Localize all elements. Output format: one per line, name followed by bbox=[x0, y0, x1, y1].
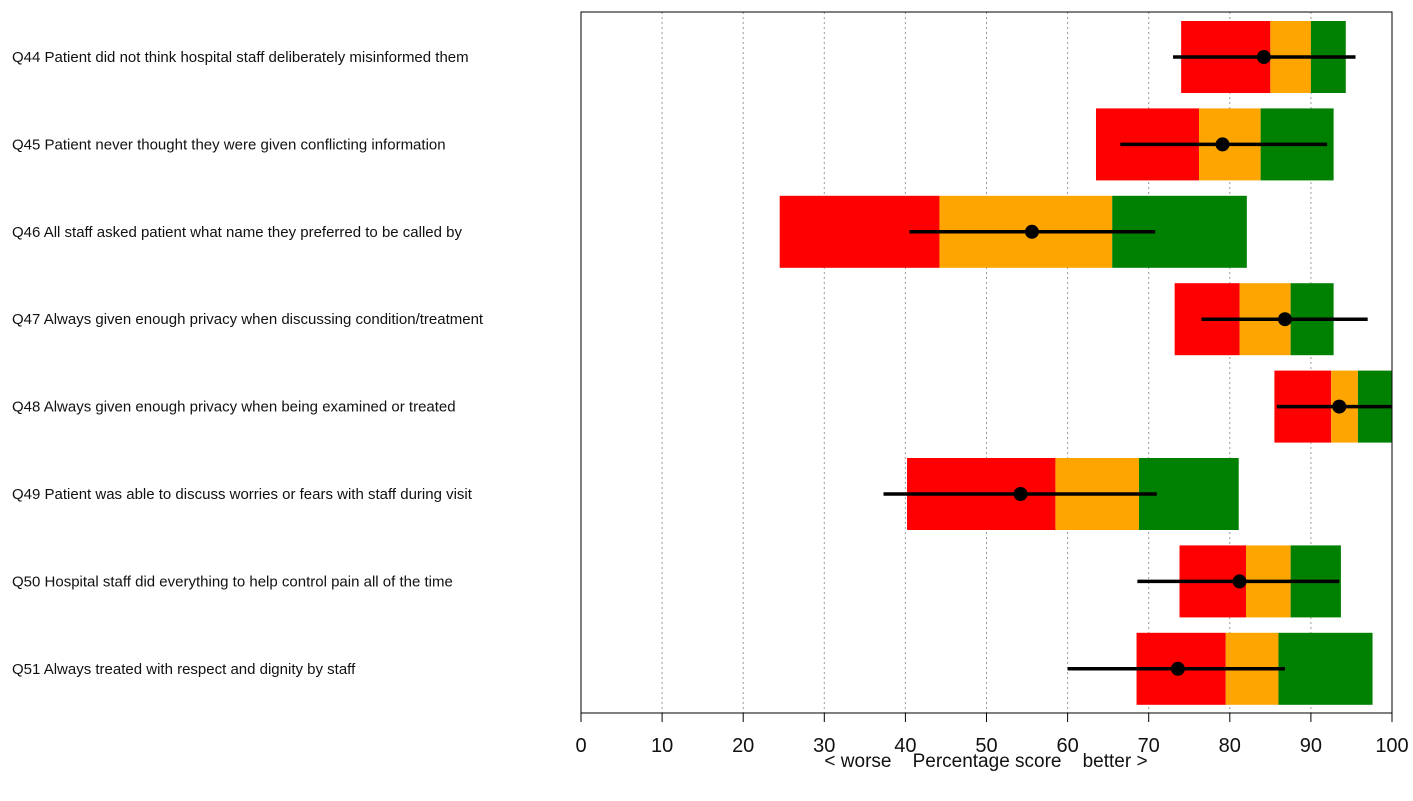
score-point bbox=[1024, 224, 1039, 239]
bar-upper-band bbox=[1278, 632, 1373, 705]
x-tick-label: 20 bbox=[732, 735, 754, 757]
question-label: Q47 Always given enough privacy when dis… bbox=[12, 311, 484, 328]
question-label: Q51 Always treated with respect and dign… bbox=[12, 661, 356, 678]
score-point bbox=[1277, 312, 1292, 327]
question-label: Q49 Patient was able to discuss worries … bbox=[12, 486, 473, 503]
x-tick-label: 40 bbox=[894, 735, 916, 757]
question-label: Q46 All staff asked patient what name th… bbox=[12, 224, 462, 241]
x-tick-label: 30 bbox=[813, 735, 835, 757]
x-tick-label: 50 bbox=[975, 735, 997, 757]
x-tick-label: 80 bbox=[1219, 735, 1241, 757]
question-label: Q45 Patient never thought they were give… bbox=[12, 136, 446, 153]
score-point bbox=[1332, 399, 1347, 414]
question-label: Q48 Always given enough privacy when bei… bbox=[12, 399, 456, 416]
score-point bbox=[1170, 661, 1185, 676]
x-tick-label: 10 bbox=[651, 735, 673, 757]
score-point bbox=[1013, 487, 1028, 501]
x-tick-label: 0 bbox=[575, 735, 586, 757]
x-tick-label: 60 bbox=[1056, 735, 1078, 757]
x-axis-label: < worse Percentage score better > bbox=[824, 751, 1147, 772]
x-tick-label: 70 bbox=[1138, 735, 1160, 757]
question-label: Q44 Patient did not think hospital staff… bbox=[12, 49, 469, 66]
x-tick-label: 90 bbox=[1300, 735, 1322, 757]
x-tick-label: 100 bbox=[1375, 735, 1408, 757]
score-point bbox=[1256, 50, 1271, 64]
question-label: Q50 Hospital staff did everything to hel… bbox=[12, 573, 453, 590]
score-point bbox=[1215, 137, 1230, 152]
score-point bbox=[1232, 574, 1247, 589]
